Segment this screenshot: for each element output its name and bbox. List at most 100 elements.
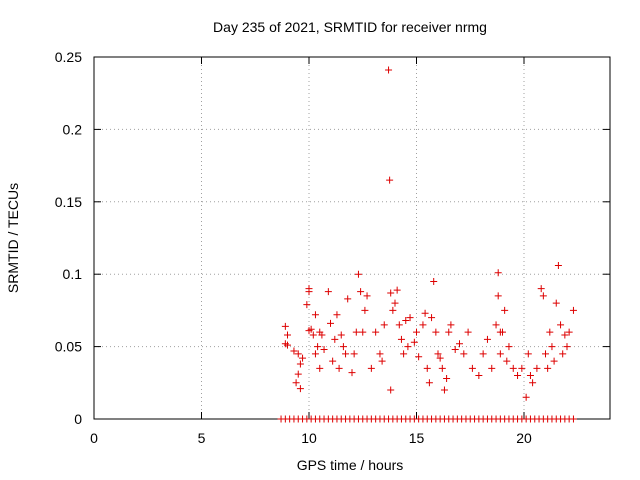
data-point bbox=[561, 331, 569, 339]
data-point bbox=[432, 328, 440, 336]
data-point bbox=[333, 311, 341, 319]
x-axis-title: GPS time / hours bbox=[297, 457, 404, 473]
data-point bbox=[350, 350, 358, 358]
data-point bbox=[395, 321, 403, 329]
data-point bbox=[421, 309, 429, 317]
data-point bbox=[337, 331, 345, 339]
data-point bbox=[451, 345, 459, 353]
y-tick-label: 0 bbox=[74, 411, 82, 427]
data-point bbox=[565, 328, 573, 336]
data-point bbox=[554, 262, 562, 270]
data-point bbox=[357, 288, 365, 296]
data-point bbox=[354, 270, 362, 278]
data-point bbox=[483, 335, 491, 343]
data-point bbox=[475, 372, 483, 380]
data-point bbox=[548, 343, 556, 351]
data-point bbox=[488, 364, 496, 372]
data-point bbox=[569, 306, 577, 314]
data-point bbox=[389, 306, 397, 314]
data-point bbox=[320, 345, 328, 353]
data-point bbox=[367, 364, 375, 372]
data-point bbox=[419, 321, 427, 329]
data-point bbox=[468, 364, 476, 372]
data-point bbox=[406, 314, 414, 322]
data-point bbox=[284, 331, 291, 339]
data-point bbox=[552, 299, 560, 307]
data-point bbox=[386, 176, 394, 184]
data-point bbox=[331, 335, 339, 343]
data-point bbox=[352, 328, 360, 336]
data-point bbox=[499, 328, 506, 336]
data-point bbox=[428, 314, 436, 322]
x-tick-label: 5 bbox=[198, 430, 206, 446]
data-point bbox=[348, 369, 356, 377]
data-point bbox=[546, 328, 554, 336]
data-point bbox=[522, 393, 530, 401]
data-point bbox=[430, 277, 438, 285]
data-point bbox=[380, 321, 388, 329]
y-tick-label: 0.2 bbox=[63, 121, 83, 137]
data-point bbox=[359, 328, 367, 336]
data-point bbox=[434, 350, 442, 358]
y-tick-label: 0.05 bbox=[55, 339, 82, 355]
data-point bbox=[281, 322, 289, 330]
data-point bbox=[294, 370, 302, 378]
data-point bbox=[436, 354, 444, 362]
data-point bbox=[539, 292, 547, 300]
data-point bbox=[290, 347, 298, 355]
x-tick-label: 15 bbox=[409, 430, 425, 446]
chart-title: Day 235 of 2021, SRMTID for receiver nrm… bbox=[213, 19, 487, 35]
y-axis-title: SRMTID / TECUs bbox=[5, 183, 21, 293]
data-point bbox=[385, 66, 393, 74]
data-point bbox=[327, 319, 334, 327]
data-point bbox=[413, 328, 420, 336]
data-point bbox=[402, 317, 410, 325]
data-point bbox=[387, 289, 395, 297]
data-point bbox=[456, 340, 463, 348]
data-point bbox=[445, 328, 453, 336]
data-point bbox=[529, 379, 537, 387]
data-point bbox=[514, 372, 522, 380]
data-point bbox=[329, 357, 337, 365]
data-point bbox=[318, 331, 326, 339]
y-tick-label: 0.1 bbox=[63, 266, 83, 282]
data-point bbox=[559, 350, 567, 358]
data-point bbox=[479, 350, 487, 358]
data-point bbox=[563, 343, 571, 351]
data-point bbox=[524, 350, 532, 358]
data-point bbox=[296, 360, 304, 368]
data-point bbox=[544, 364, 552, 372]
data-point bbox=[447, 321, 455, 329]
data-point bbox=[518, 364, 526, 372]
data-point bbox=[400, 350, 408, 358]
data-point bbox=[391, 299, 399, 307]
data-point bbox=[423, 364, 431, 372]
data-point bbox=[494, 269, 502, 277]
grid-layer bbox=[94, 57, 610, 419]
data-point bbox=[464, 328, 472, 336]
data-point bbox=[496, 350, 504, 358]
data-point bbox=[505, 343, 513, 351]
tick-layer: 0 0.05 0.1 0.15 0.2 0.25 0 5 10 15 20 bbox=[55, 49, 610, 446]
data-point bbox=[311, 311, 319, 319]
data-point bbox=[501, 306, 509, 314]
data-point bbox=[404, 343, 412, 351]
data-point bbox=[307, 325, 315, 333]
data-point bbox=[335, 364, 343, 372]
data-point bbox=[494, 292, 502, 300]
zero-data-point bbox=[569, 415, 577, 423]
data-point bbox=[387, 386, 395, 394]
data-point bbox=[503, 357, 511, 365]
data-point bbox=[296, 385, 304, 393]
data-point bbox=[363, 292, 371, 300]
data-point bbox=[526, 372, 534, 380]
data-point bbox=[492, 321, 500, 329]
data-point bbox=[393, 286, 401, 294]
data-point bbox=[284, 341, 291, 349]
data-point bbox=[303, 301, 311, 309]
data-point bbox=[314, 343, 322, 351]
y-tick-label: 0.25 bbox=[55, 49, 82, 65]
data-point bbox=[460, 350, 468, 358]
